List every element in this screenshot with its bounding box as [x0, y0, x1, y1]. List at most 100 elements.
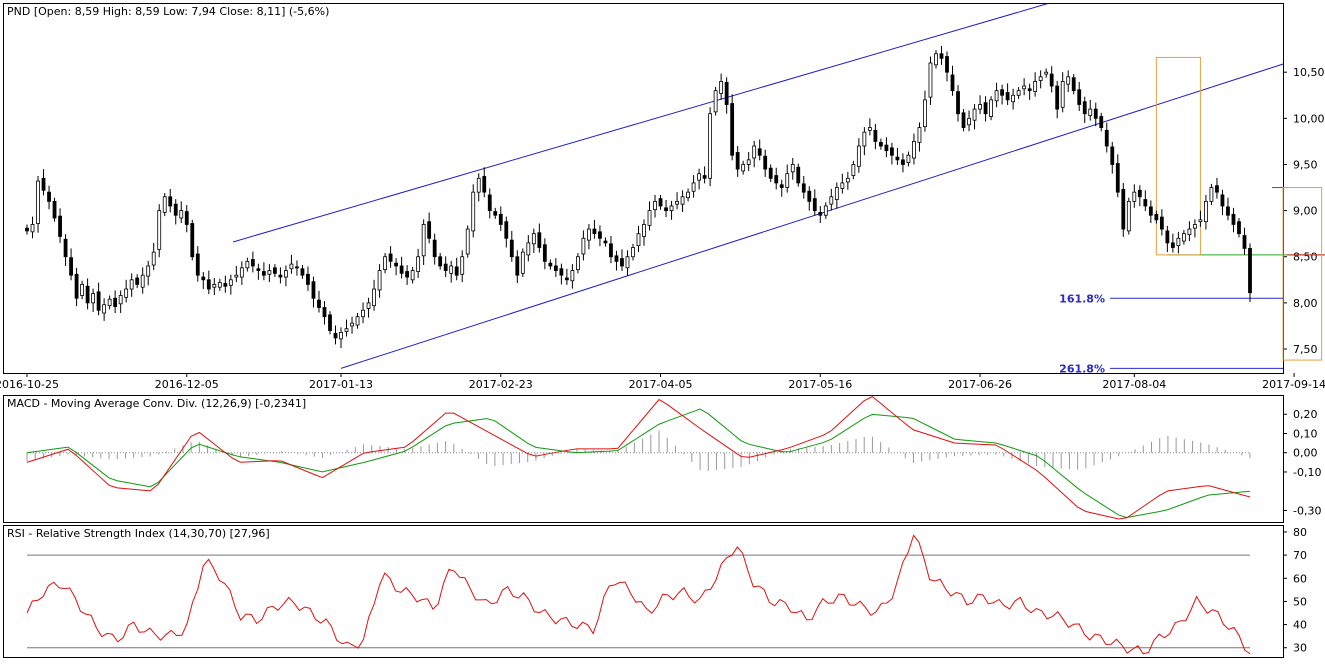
candle-body	[162, 196, 167, 213]
price-x-tick-label: 2017-08-04	[1102, 378, 1166, 391]
candle-body	[250, 259, 255, 267]
candle-body	[669, 205, 674, 212]
candle-body	[576, 256, 580, 271]
candle-body	[515, 256, 520, 276]
fib-label-1: 161.8%	[1059, 292, 1105, 305]
rsi-y-tick-label: 50	[1293, 595, 1307, 608]
candle-body	[493, 211, 498, 216]
candle-body	[598, 231, 602, 239]
candle-body	[603, 240, 608, 244]
candle-body	[91, 293, 96, 304]
candle-body	[664, 207, 668, 212]
candle-body	[1165, 230, 1170, 244]
candle-body	[1159, 216, 1164, 230]
candle-body	[614, 255, 619, 262]
price-panel	[3, 3, 1284, 374]
candle-body	[1000, 89, 1004, 96]
candle-body	[184, 211, 189, 225]
candle-body	[25, 227, 29, 232]
candle-body	[146, 265, 151, 277]
candle-body	[851, 164, 856, 176]
candle-body	[1242, 235, 1247, 249]
candle-body	[1231, 213, 1236, 225]
candle-body	[410, 270, 415, 281]
candle-body	[1226, 206, 1230, 216]
rsi-y-tick-label: 80	[1293, 526, 1307, 539]
candle-body	[366, 302, 371, 309]
candle-body	[311, 281, 316, 299]
candle-body	[856, 145, 861, 167]
candle-body	[702, 175, 707, 179]
candle-body	[961, 112, 966, 128]
candle-body	[906, 154, 911, 164]
candle-body	[1011, 94, 1016, 103]
price-y-tick-label: 10,50	[1293, 66, 1325, 79]
candle-body	[867, 127, 872, 131]
candle-body	[950, 74, 955, 92]
candle-body	[548, 262, 553, 267]
candle-body	[537, 232, 542, 248]
candle-body	[267, 270, 272, 275]
candle-body	[812, 198, 817, 212]
candle-body	[1077, 89, 1082, 105]
candle-body	[526, 242, 531, 256]
candle-body	[895, 156, 900, 161]
candle-body	[58, 215, 62, 237]
candle-body	[625, 256, 630, 269]
candle-body	[129, 279, 134, 290]
candle-body	[471, 191, 476, 232]
candle-body	[195, 253, 200, 276]
candle-body	[878, 141, 883, 147]
price-x-tick-label: 2016-10-25	[0, 378, 59, 391]
candle-body	[1170, 242, 1175, 248]
candle-body	[934, 53, 938, 66]
candle-body	[273, 267, 277, 274]
candle-body	[118, 295, 123, 305]
candle-body	[779, 184, 784, 188]
candle-body	[361, 309, 365, 318]
candle-body	[1082, 101, 1087, 115]
candle-body	[284, 270, 288, 278]
candle-body	[884, 144, 889, 152]
candle-body	[344, 328, 349, 332]
candle-body	[735, 152, 740, 170]
candle-body	[355, 316, 360, 326]
candle-body	[107, 298, 112, 307]
candle-body	[432, 239, 437, 258]
candle-body	[124, 288, 129, 298]
trendline-2	[232, 4, 1048, 243]
candle-body	[559, 268, 564, 276]
candle-body	[983, 102, 988, 115]
candle-body	[135, 277, 140, 285]
candle-body	[730, 103, 735, 156]
price-y-tick-label: 10,00	[1293, 112, 1325, 125]
candle-body	[322, 307, 327, 318]
candle-body	[377, 270, 382, 291]
candle-body	[564, 277, 569, 281]
candle-body	[427, 221, 432, 239]
candle-body	[956, 91, 960, 115]
candle-body	[1005, 92, 1010, 101]
candle-body	[388, 253, 393, 262]
candle-body	[1193, 224, 1197, 229]
candle-body	[862, 131, 867, 147]
candle-body	[708, 113, 713, 179]
candle-body	[834, 187, 839, 200]
macd-y-tick-label: 0,20	[1293, 408, 1318, 421]
candle-body	[151, 251, 156, 266]
macd-y-tick-label: 0,10	[1293, 427, 1318, 440]
candle-body	[509, 239, 514, 258]
candle-body	[1033, 81, 1038, 92]
price-x-tick-label: 2017-05-16	[788, 378, 852, 391]
candle-body	[306, 273, 310, 285]
price-y-tick-label: 8,00	[1293, 297, 1318, 310]
candle-body	[542, 244, 547, 262]
candle-body	[443, 263, 448, 271]
candle-body	[239, 267, 244, 278]
candle-body	[1143, 199, 1148, 207]
price-title: PND [Open: 8,59 High: 8,59 Low: 7,94 Clo…	[7, 5, 329, 18]
price-x-tick-label: 2017-01-13	[309, 378, 373, 391]
candle-body	[845, 177, 850, 183]
candle-body	[1093, 108, 1098, 119]
